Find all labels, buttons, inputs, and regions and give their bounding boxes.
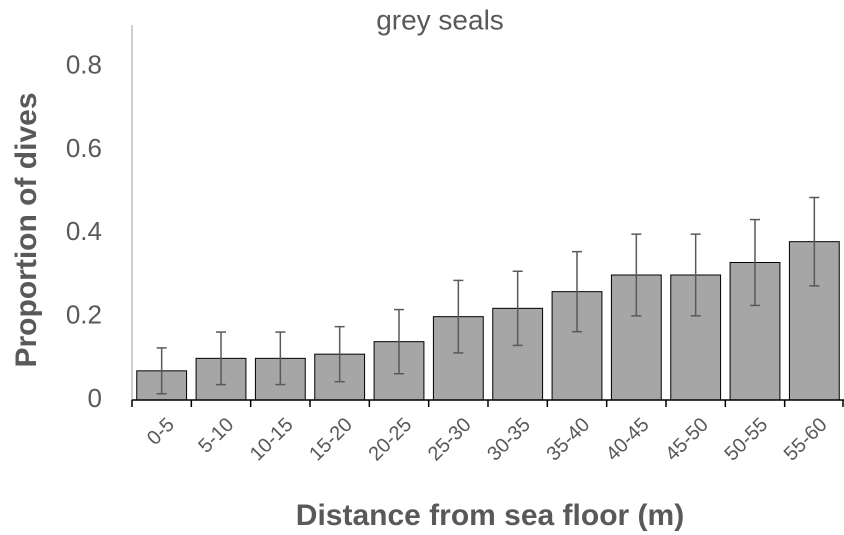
- x-tick-label: 25-30: [424, 414, 476, 466]
- y-tick-label: 0: [88, 383, 102, 413]
- y-tick-label: 0.4: [66, 216, 102, 246]
- x-tick-label: 30-35: [483, 414, 535, 466]
- x-tick-label: 45-50: [661, 414, 713, 466]
- x-tick-label: 5-10: [194, 414, 238, 458]
- y-axis-label: Proportion of dives: [10, 92, 43, 367]
- x-axis-label: Distance from sea floor (m): [296, 499, 684, 532]
- x-tick-label: 10-15: [246, 414, 298, 466]
- x-tick-label: 55-60: [780, 414, 832, 466]
- x-tick-label: 50-55: [721, 414, 773, 466]
- y-tick-label: 0.6: [66, 133, 102, 163]
- x-tick-label: 40-45: [602, 414, 654, 466]
- x-tick-label: 20-25: [365, 414, 417, 466]
- x-tick-label: 35-40: [543, 414, 595, 466]
- y-tick-label: 0.8: [66, 50, 102, 80]
- x-tick-label: 0-5: [143, 414, 179, 450]
- y-tick-label: 0.2: [66, 300, 102, 330]
- x-tick-label: 15-20: [305, 414, 357, 466]
- chart-title: grey seals: [376, 4, 504, 35]
